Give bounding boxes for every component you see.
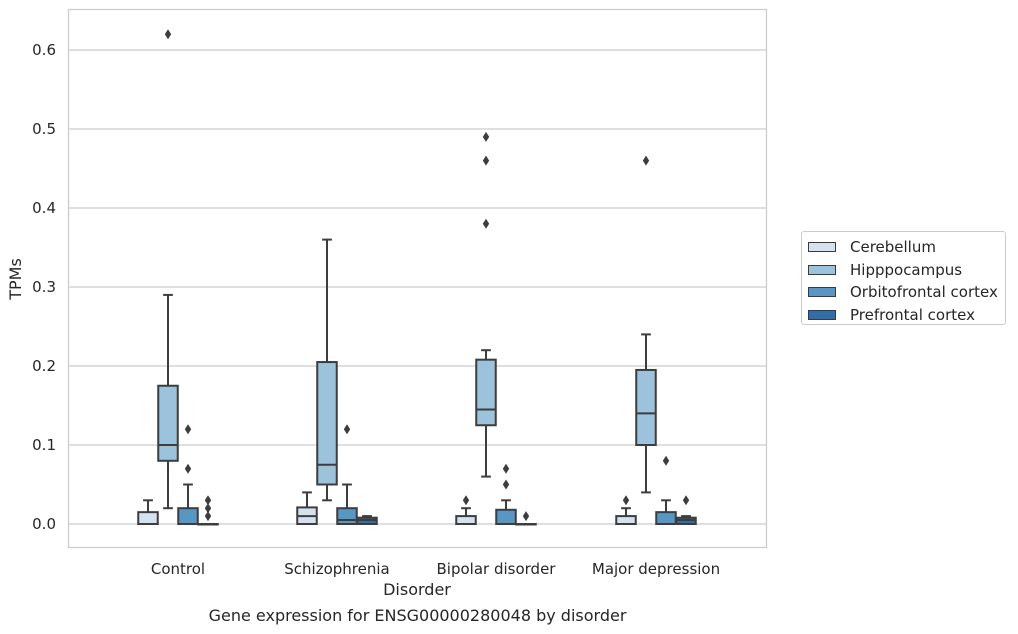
outlier-point [204,511,212,522]
y-tick-label: 0.6 [32,41,56,59]
y-tick-label: 0.0 [32,515,56,533]
legend-item-cerebellum: Cerebellum [808,236,1005,259]
box [177,424,199,526]
box-iqr [455,515,477,525]
outlier-point [204,495,212,506]
box [675,495,697,525]
box-iqr [177,507,199,526]
x-tick-label: Schizophrenia [284,560,389,578]
legend-item-orbitofrontal-cortex: Orbitofrontal cortex [808,281,1005,304]
box-iqr [157,384,179,462]
outlier-point [642,155,650,166]
y-tick-label: 0.5 [32,120,56,138]
box-iqr [336,507,358,526]
chart-caption: Gene expression for ENSG00000280048 by d… [208,606,627,625]
outlier-point [622,495,630,506]
box [197,495,219,526]
legend-swatch-cerebellum [808,242,836,253]
box [515,511,537,526]
box [455,495,477,525]
box [356,515,378,525]
box [495,463,517,525]
legend: Cerebellum Hipppocampus Orbitofrontal co… [801,231,1006,325]
box [475,131,497,478]
box-groups [137,29,697,526]
x-tick-labels: Control Schizophrenia Bipolar disorder Majo… [151,560,720,578]
outlier-point [184,463,192,474]
x-tick-label: Major depression [592,560,720,578]
box-iqr [615,515,637,525]
legend-swatch-prefrontal-cortex [808,309,836,320]
box-iqr [475,358,497,427]
x-tick-label: Control [151,560,205,578]
box [316,238,338,502]
legend-swatch-orbitofrontal-cortex [808,287,836,298]
outlier-point [204,503,212,514]
box [655,455,677,526]
legend-item-hippocampus: Hipppocampus [808,259,1005,282]
outlier-point [682,495,690,506]
legend-label: Prefrontal cortex [850,305,975,324]
legend-label: Hipppocampus [850,260,963,279]
outlier-point [502,463,510,474]
x-tick-label: Bipolar disorder [437,560,557,578]
box [635,155,657,494]
x-axis-title: Disorder [383,580,451,599]
box [336,424,358,526]
box-iqr [655,511,677,526]
y-tick-label: 0.3 [32,278,56,296]
y-tick-label: 0.4 [32,199,56,217]
plot-area-frame [67,8,768,549]
y-axis-title: TPMs [6,258,25,301]
box [296,491,318,526]
outlier-point [482,218,490,229]
box [615,495,637,525]
outlier-point [164,29,172,40]
legend-label: Cerebellum [850,238,936,257]
outlier-point [343,424,351,435]
y-tick-label: 0.2 [32,357,56,375]
outlier-point [462,495,470,506]
legend-swatch-hippocampus [808,264,836,275]
y-tick-label: 0.1 [32,436,56,454]
box-iqr [137,511,159,526]
box-iqr [635,368,657,447]
outlier-point [522,511,530,522]
outlier-point [184,424,192,435]
legend-item-prefrontal-cortex: Prefrontal cortex [808,304,1005,327]
y-tick-labels: 0.0 0.1 0.2 0.3 0.4 0.5 0.6 [32,41,56,533]
box-iqr [316,361,338,486]
outlier-point [502,479,510,490]
outlier-point [482,155,490,166]
legend-label: Orbitofrontal cortex [850,283,998,302]
box-iqr [495,508,517,525]
box [137,499,159,526]
outlier-point [482,131,490,142]
grid-lines [68,49,767,525]
outlier-point [662,455,670,466]
box [157,29,179,510]
